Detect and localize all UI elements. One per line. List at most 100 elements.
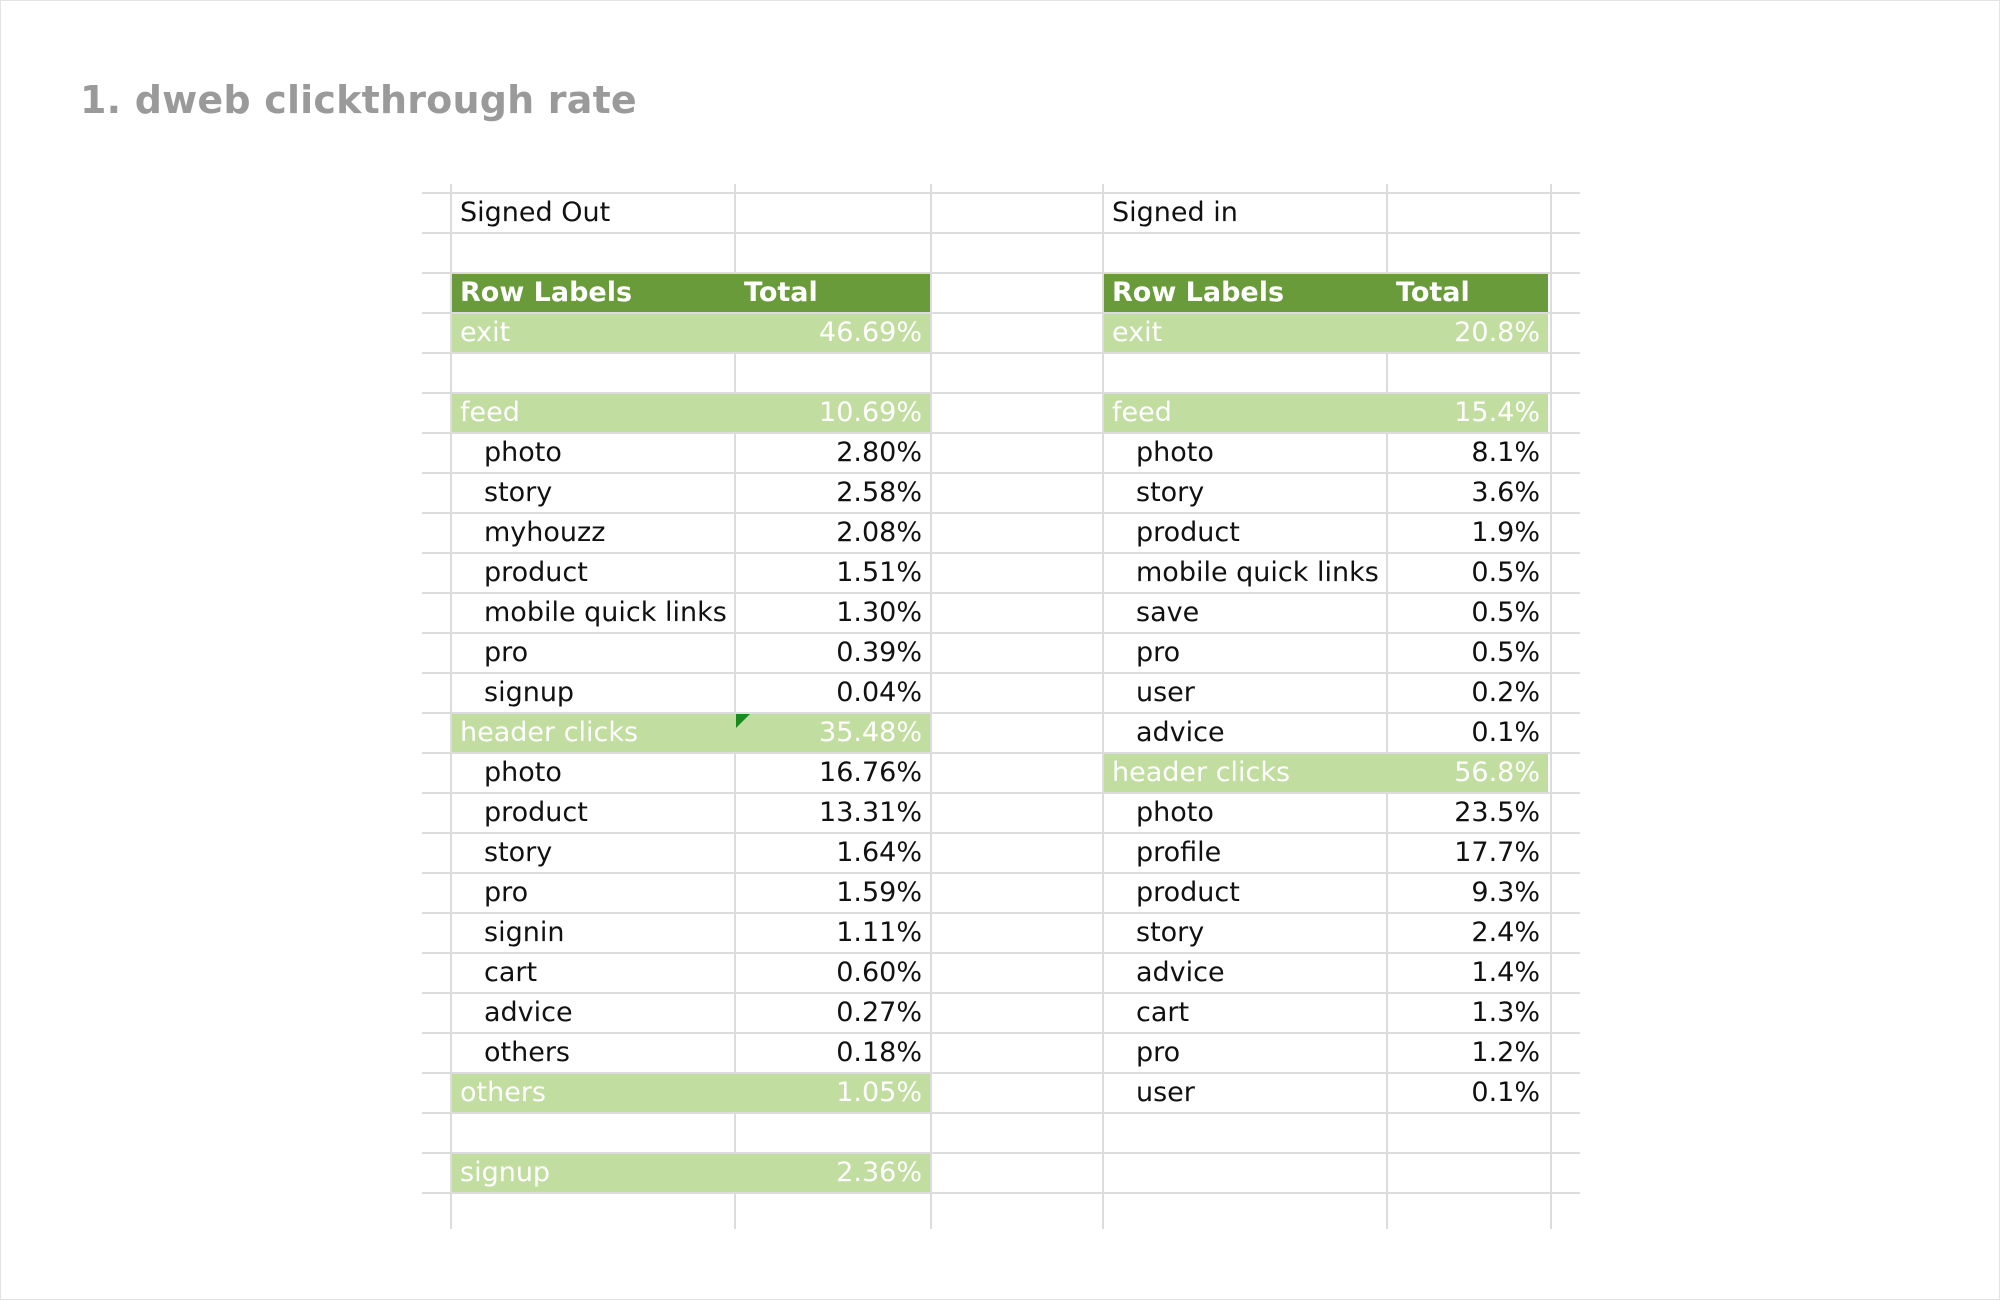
signed-in-row-label[interactable]: advice [1136,717,1225,748]
gridline-horizontal [422,552,1580,554]
signed-out-row-label[interactable]: signup [484,677,575,708]
signed-out-row-total[interactable]: 16.76% [819,757,922,788]
signed-out-group-label[interactable]: others [460,1077,546,1108]
signed-in-row-label[interactable]: pro [1136,1037,1181,1068]
comment-marker-icon[interactable] [736,714,750,728]
signed-in-row-total[interactable]: 3.6% [1471,477,1540,508]
signed-out-header-row [452,274,930,312]
signed-in-row-total[interactable]: 1.4% [1471,957,1540,988]
signed-out-group-total[interactable]: 35.48% [819,717,922,748]
signed-in-row-label[interactable]: user [1136,677,1195,708]
signed-in-group-label[interactable]: exit [1112,317,1163,348]
signed-out-group-label[interactable]: header clicks [460,717,639,748]
signed-out-row-label[interactable]: signin [484,917,565,948]
signed-in-row-label[interactable]: photo [1136,437,1214,468]
signed-in-row-label[interactable]: product [1136,517,1240,548]
spreadsheet-screenshot: Signed Out Row Labels Total exit 46.69% feed 1… [422,184,1580,1229]
signed-in-row-total[interactable]: 1.3% [1471,997,1540,1028]
signed-out-row-total[interactable]: 1.59% [836,877,922,908]
gridline-horizontal [422,472,1580,474]
signed-out-row-label[interactable]: product [484,797,588,828]
signed-in-row-total[interactable]: 1.9% [1471,517,1540,548]
gridline-horizontal [422,1032,1580,1034]
signed-in-row-label[interactable]: mobile quick links [1136,557,1379,588]
gridline-vertical [734,184,736,1229]
gridline-horizontal [422,712,1580,714]
signed-out-row-label[interactable]: photo [484,437,562,468]
signed-out-row-label[interactable]: mobile quick links [484,597,727,628]
signed-in-row-total[interactable]: 0.5% [1471,557,1540,588]
signed-in-row-total[interactable]: 17.7% [1454,837,1540,868]
signed-in-row-total[interactable]: 0.5% [1471,597,1540,628]
gridline-horizontal [422,272,1580,274]
signed-out-row-label[interactable]: myhouzz [484,517,606,548]
signed-in-row-label[interactable]: story [1136,917,1205,948]
signed-in-group-total[interactable]: 56.8% [1454,757,1540,788]
gridline-vertical [1550,184,1552,1229]
signed-out-row-total[interactable]: 2.08% [836,517,922,548]
gridline-horizontal [422,792,1580,794]
signed-out-row-label[interactable]: photo [484,757,562,788]
signed-in-row-label[interactable]: save [1136,597,1200,628]
signed-in-row-total[interactable]: 0.1% [1471,1077,1540,1108]
signed-in-row-label[interactable]: cart [1136,997,1190,1028]
signed-out-group-label[interactable]: exit [460,317,511,348]
signed-out-row-label[interactable]: advice [484,997,573,1028]
signed-out-row-total[interactable]: 0.04% [836,677,922,708]
gridline-vertical [1102,184,1104,1229]
signed-out-row-total[interactable]: 0.18% [836,1037,922,1068]
signed-in-row-label[interactable]: product [1136,877,1240,908]
signed-out-group-label[interactable]: signup [460,1157,551,1188]
signed-in-row-label[interactable]: pro [1136,637,1181,668]
signed-out-row-total[interactable]: 1.11% [836,917,922,948]
signed-in-row-label[interactable]: advice [1136,957,1225,988]
signed-in-row-total[interactable]: 0.5% [1471,637,1540,668]
signed-in-row-label[interactable]: user [1136,1077,1195,1108]
signed-out-group-row [452,714,930,752]
signed-out-row-total[interactable]: 0.60% [836,957,922,988]
signed-in-row-total[interactable]: 8.1% [1471,437,1540,468]
signed-out-group-total[interactable]: 1.05% [836,1077,922,1108]
signed-in-row-total[interactable]: 23.5% [1454,797,1540,828]
signed-in-row-total[interactable]: 9.3% [1471,877,1540,908]
signed-out-group-total[interactable]: 2.36% [836,1157,922,1188]
gridline-vertical [1386,184,1388,1229]
signed-in-group-total[interactable]: 20.8% [1454,317,1540,348]
gridline-vertical [930,184,932,1229]
signed-in-row-total[interactable]: 0.1% [1471,717,1540,748]
signed-out-group-label[interactable]: feed [460,397,520,428]
signed-in-row-total[interactable]: 2.4% [1471,917,1540,948]
gridline-horizontal [422,872,1580,874]
signed-in-row-total[interactable]: 1.2% [1471,1037,1540,1068]
section-title: 1. dweb clickthrough rate [80,78,637,122]
gridline-horizontal [422,232,1580,234]
signed-out-row-total[interactable]: 0.27% [836,997,922,1028]
signed-out-row-label[interactable]: product [484,557,588,588]
gridline-vertical [450,184,452,1229]
signed-out-header-label: Row Labels [460,277,633,308]
signed-out-row-total[interactable]: 2.58% [836,477,922,508]
signed-out-row-label[interactable]: cart [484,957,538,988]
signed-in-row-label[interactable]: profile [1136,837,1222,868]
signed-out-row-label[interactable]: others [484,1037,570,1068]
signed-in-group-label[interactable]: feed [1112,397,1172,428]
signed-in-row-total[interactable]: 0.2% [1471,677,1540,708]
signed-out-row-total[interactable]: 1.64% [836,837,922,868]
signed-in-row-label[interactable]: story [1136,477,1205,508]
signed-in-group-label[interactable]: header clicks [1112,757,1291,788]
signed-out-row-total[interactable]: 1.30% [836,597,922,628]
signed-out-row-total[interactable]: 1.51% [836,557,922,588]
signed-out-row-label[interactable]: story [484,477,553,508]
signed-out-row-total[interactable]: 2.80% [836,437,922,468]
signed-in-header-row [1104,274,1548,312]
signed-out-row-label[interactable]: story [484,837,553,868]
signed-out-group-total[interactable]: 10.69% [819,397,922,428]
signed-out-row-label[interactable]: pro [484,877,529,908]
signed-in-row-label[interactable]: photo [1136,797,1214,828]
signed-out-row-total[interactable]: 13.31% [819,797,922,828]
signed-out-row-label[interactable]: pro [484,637,529,668]
signed-out-group-total[interactable]: 46.69% [819,317,922,348]
signed-out-row-total[interactable]: 0.39% [836,637,922,668]
gridline-horizontal [422,1072,1580,1074]
signed-in-group-total[interactable]: 15.4% [1454,397,1540,428]
